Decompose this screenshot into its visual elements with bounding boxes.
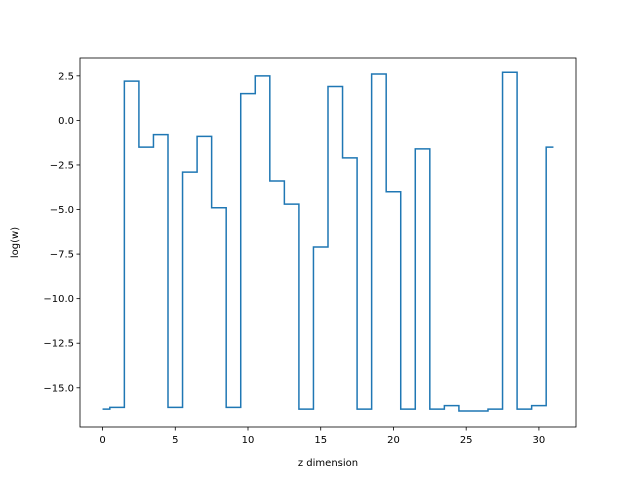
x-axis-label: z dimension [298, 458, 358, 469]
y-axis-label: log(w) [10, 227, 21, 258]
x-tick-label-3: 15 [314, 435, 327, 446]
y-tick-label-0: 2.5 [58, 71, 74, 82]
x-tick-label-1: 5 [172, 435, 178, 446]
x-axis-ticks: 0 5 10 15 20 25 30 [99, 427, 545, 446]
x-tick-label-4: 20 [387, 435, 400, 446]
y-tick-label-1: 0.0 [58, 116, 74, 127]
y-tick-label-2: −2.5 [50, 160, 74, 171]
y-axis-ticks: 2.5 0.0 −2.5 −5.0 −7.5 −10.0 −12.5 −15.0 [43, 71, 80, 394]
y-tick-label-4: −7.5 [50, 250, 74, 261]
series-line-0 [102, 71, 554, 412]
y-tick-label-3: −5.0 [50, 205, 74, 216]
x-tick-label-6: 30 [533, 435, 546, 446]
x-tick-label-0: 0 [99, 435, 105, 446]
plot-frame [79, 57, 577, 428]
x-tick-label-2: 10 [242, 435, 255, 446]
x-tick-label-5: 25 [460, 435, 473, 446]
series-layer [102, 71, 554, 412]
y-tick-label-6: −12.5 [43, 339, 74, 350]
y-tick-label-7: −15.0 [43, 383, 74, 394]
y-tick-label-5: −10.0 [43, 294, 74, 305]
